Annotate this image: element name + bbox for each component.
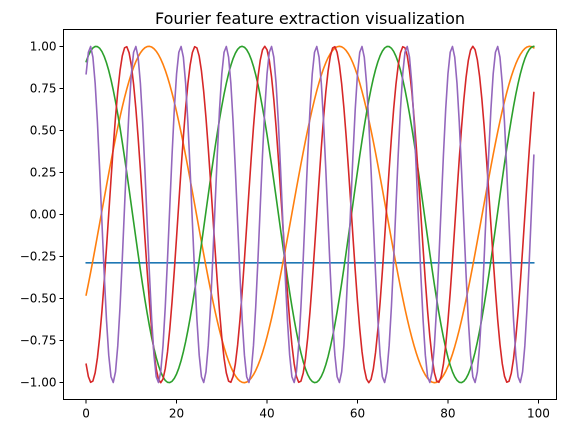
x-tick-label: 40 (259, 407, 274, 421)
x-tick-label: 60 (350, 407, 365, 421)
y-tick-label: 0.25 (30, 165, 57, 179)
y-tick-label: −0.50 (20, 292, 57, 306)
x-tick-label: 100 (527, 407, 550, 421)
series-group (85, 45, 535, 384)
x-tick-label: 80 (440, 407, 455, 421)
plot-frame (63, 29, 557, 400)
y-tick-label: 1.00 (30, 39, 57, 53)
y-tick-label: −1.00 (20, 376, 57, 390)
y-tick-label: 0.75 (30, 81, 57, 95)
y-tick-label: 0.50 (30, 123, 57, 137)
y-tick-label: 0.00 (30, 208, 57, 222)
x-tick-label: 20 (169, 407, 184, 421)
y-tick-label: −0.75 (20, 334, 57, 348)
y-tick-label: −0.25 (20, 250, 57, 264)
y-axis-ticks: 1.00 0.75 0.50 0.25 0.00 −0.25 −0.50 −0.75 −1.00 (20, 39, 64, 390)
x-axis-ticks: 0 20 40 60 80 100 (82, 399, 550, 421)
series-line-4 (85, 45, 535, 384)
chart-title: Fourier feature extraction visualization (155, 9, 465, 28)
x-tick-label: 0 (82, 407, 90, 421)
series-line-5 (85, 45, 535, 384)
